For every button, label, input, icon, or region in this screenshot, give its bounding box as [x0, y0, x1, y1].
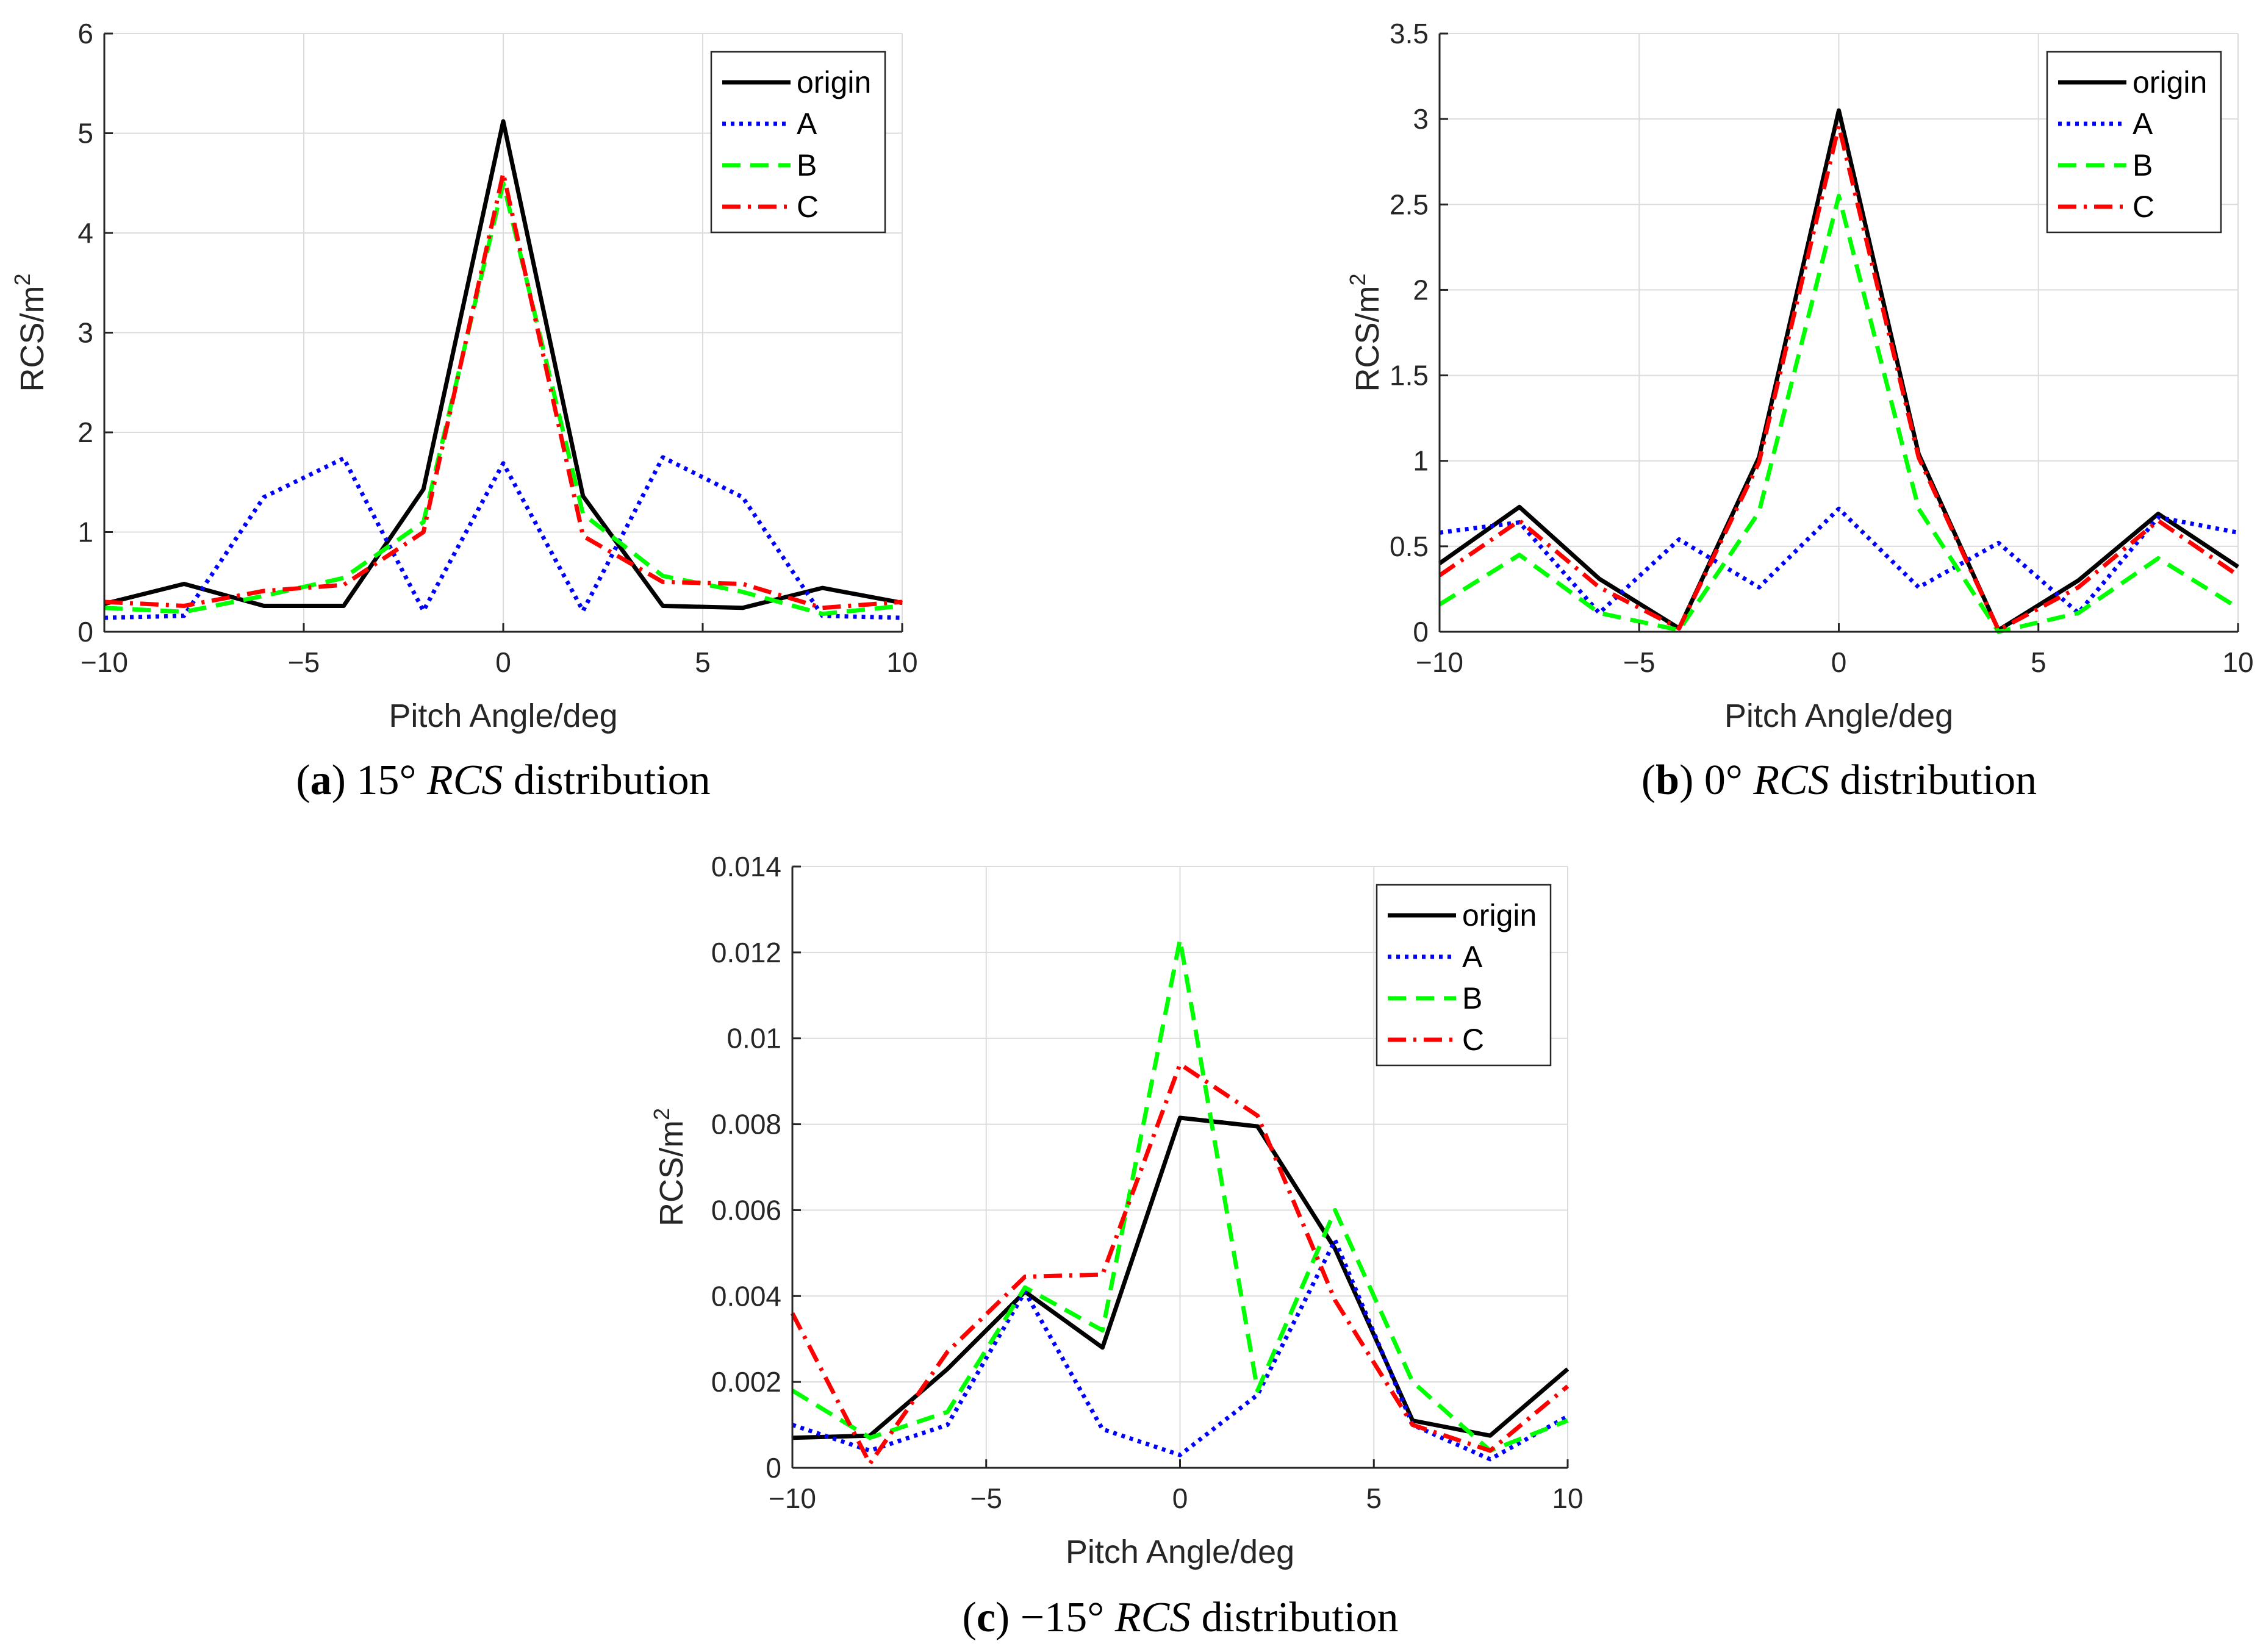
series-line-A	[104, 455, 903, 620]
series-line-C	[790, 1062, 1569, 1466]
legend-label-A: A	[797, 107, 817, 141]
series-line-C	[1438, 123, 2239, 632]
x-tick-label: 5	[2031, 646, 2047, 678]
caption-prefix: 0°	[1704, 757, 1754, 804]
y-tick-label: 0.004	[711, 1280, 781, 1312]
y-axis-label-superscript: 2	[649, 1108, 674, 1120]
legend-label-A: A	[1462, 940, 1483, 974]
x-tick-label: 10	[1552, 1482, 1583, 1514]
x-axis-label: Pitch Angle/deg	[389, 698, 617, 734]
caption-suffix: distribution	[503, 757, 710, 804]
x-tick-label: 0	[1831, 646, 1847, 678]
caption-panel-label: c	[977, 1594, 995, 1641]
y-tick-label: 1.5	[1390, 360, 1429, 392]
figure-caption: (c) −15° RCS distribution	[963, 1594, 1399, 1641]
x-tick-label: 0	[495, 646, 511, 678]
y-tick-label: 1	[1413, 445, 1429, 477]
x-tick-label: 10	[886, 646, 917, 678]
figure-caption: (b) 0° RCS distribution	[1641, 757, 2037, 804]
y-tick-label: 3	[1413, 103, 1429, 135]
legend-label-origin: origin	[1462, 898, 1537, 932]
caption-panel-label: a	[310, 757, 332, 804]
y-tick-label: 0.002	[711, 1366, 781, 1398]
caption-italic: RCS	[426, 757, 503, 804]
legend-label-B: B	[797, 148, 817, 182]
y-axis-label-text: RCS/m	[1349, 286, 1386, 392]
y-tick-label: 6	[77, 18, 93, 49]
y-tick-label: 2.5	[1390, 188, 1429, 220]
y-tick-label: 0.014	[711, 851, 781, 882]
caption-paren-open: (	[963, 1594, 977, 1641]
y-axis-label: RCS/m2	[649, 1108, 690, 1226]
y-tick-label: 0	[77, 616, 93, 648]
caption-paren-close: )	[332, 757, 357, 804]
caption-paren-close: )	[1679, 757, 1704, 804]
legend-label-B: B	[2133, 148, 2153, 182]
x-tick-label: −5	[1623, 646, 1655, 678]
caption-paren-close: )	[995, 1594, 1021, 1641]
x-tick-label: −10	[81, 646, 128, 678]
y-tick-label: 2	[1413, 274, 1429, 306]
x-tick-label: −5	[288, 646, 320, 678]
caption-panel-label: b	[1656, 757, 1679, 804]
y-tick-label: 0	[766, 1452, 781, 1484]
y-tick-label: 0.008	[711, 1109, 781, 1140]
figure-caption: (a) 15° RCS distribution	[296, 757, 710, 804]
x-tick-label: 0	[1172, 1482, 1188, 1514]
x-axis-label: Pitch Angle/deg	[1066, 1534, 1294, 1570]
legend-label-C: C	[1462, 1023, 1484, 1057]
series-line-A	[791, 1238, 1569, 1462]
caption-italic: RCS	[1114, 1594, 1191, 1641]
y-tick-label: 0	[1413, 616, 1429, 648]
y-tick-label: 4	[77, 217, 93, 249]
y-axis-label: RCS/m2	[10, 273, 51, 392]
y-tick-label: 0.006	[711, 1194, 781, 1226]
x-tick-label: −10	[769, 1482, 816, 1514]
x-tick-label: 5	[695, 646, 711, 678]
series-line-A	[1439, 506, 2239, 615]
legend-label-origin: origin	[2133, 65, 2207, 99]
x-tick-label: 5	[1366, 1482, 1382, 1514]
x-tick-label: 10	[2222, 646, 2253, 678]
series-line-B	[791, 937, 1569, 1453]
x-tick-label: −5	[970, 1482, 1002, 1514]
y-tick-label: 5	[77, 118, 93, 149]
chart-panel-c: −10 −5 0 5 10 0 0.002 0.004 0.006 0.008 0.01 0.012 0…	[649, 851, 1584, 1641]
y-axis-label-superscript: 2	[1345, 273, 1370, 285]
y-axis-label-superscript: 2	[10, 273, 35, 285]
y-tick-label: 3.5	[1390, 18, 1429, 49]
legend-label-B: B	[1462, 981, 1482, 1015]
y-axis-label-text: RCS/m	[14, 286, 51, 392]
y-tick-label: 2	[77, 417, 93, 448]
series-line-origin	[1438, 108, 2239, 632]
series-line-B	[104, 181, 903, 617]
y-tick-label: 0.5	[1390, 531, 1429, 562]
y-tick-label: 1	[77, 517, 93, 548]
y-tick-label: 0.01	[726, 1023, 781, 1054]
caption-prefix: 15°	[356, 757, 427, 804]
y-tick-label: 0.012	[711, 937, 781, 968]
legend-label-C: C	[2133, 190, 2154, 224]
caption-prefix: −15°	[1021, 1594, 1115, 1641]
legend-label-origin: origin	[797, 65, 871, 99]
y-axis-label-text: RCS/m	[653, 1120, 690, 1226]
chart-panel-b: −10 −5 0 5 10 0 0.5 1 1.5 2 2.5 3 3.5 Pitch Angle/deg…	[1345, 18, 2254, 804]
caption-suffix: distribution	[1191, 1594, 1398, 1641]
x-axis-label: Pitch Angle/deg	[1724, 698, 1953, 734]
y-axis-label: RCS/m2	[1345, 273, 1386, 392]
x-tick-label: −10	[1416, 646, 1463, 678]
y-tick-label: 3	[77, 317, 93, 349]
series-line-C	[104, 171, 903, 610]
legend-label-A: A	[2133, 107, 2153, 141]
series-line-B	[1438, 193, 2239, 634]
legend-label-C: C	[797, 190, 819, 224]
caption-suffix: distribution	[1829, 757, 2037, 804]
caption-paren-open: (	[296, 757, 310, 804]
caption-italic: RCS	[1752, 757, 1829, 804]
caption-paren-open: (	[1641, 757, 1656, 804]
